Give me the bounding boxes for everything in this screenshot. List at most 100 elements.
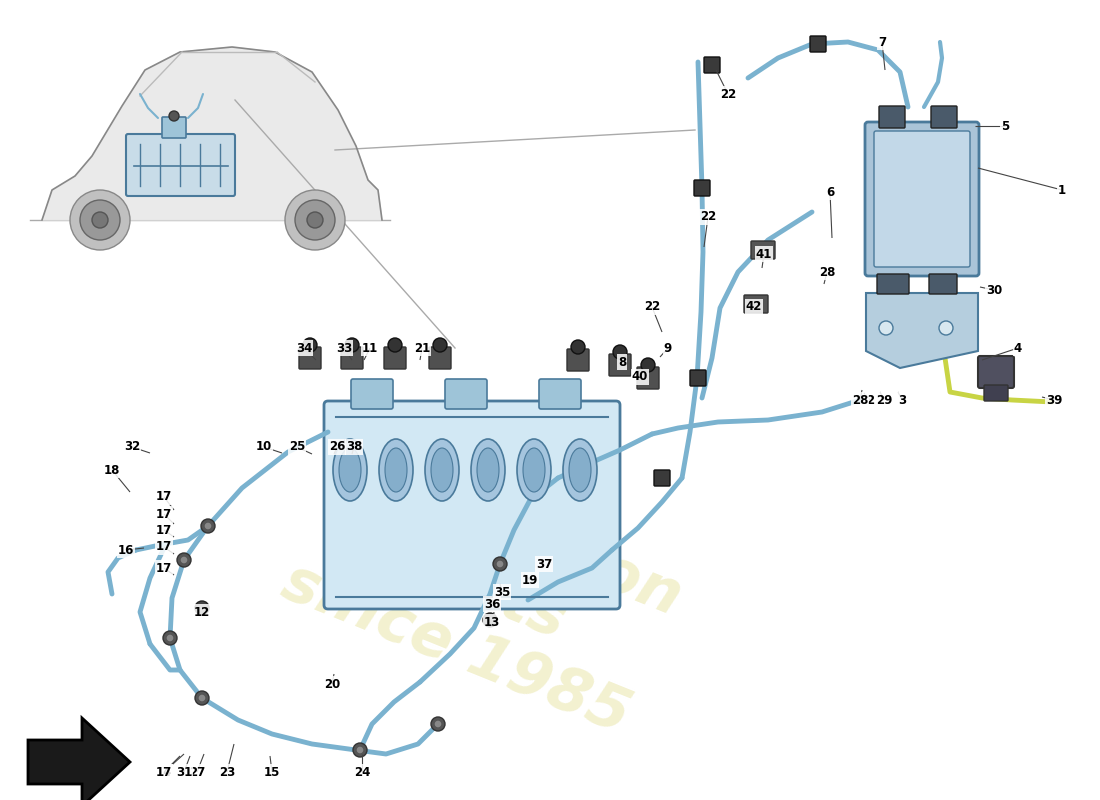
FancyBboxPatch shape xyxy=(984,385,1008,401)
Circle shape xyxy=(345,338,359,352)
FancyBboxPatch shape xyxy=(930,274,957,294)
Circle shape xyxy=(195,691,209,705)
Circle shape xyxy=(356,746,364,754)
Circle shape xyxy=(295,200,336,240)
Text: 16: 16 xyxy=(118,543,134,557)
Text: 8: 8 xyxy=(618,355,626,369)
Ellipse shape xyxy=(333,439,367,501)
FancyBboxPatch shape xyxy=(694,180,710,196)
Text: 28: 28 xyxy=(818,266,835,278)
Ellipse shape xyxy=(569,448,591,492)
Text: 29: 29 xyxy=(876,394,892,406)
Circle shape xyxy=(571,340,585,354)
Circle shape xyxy=(307,212,323,228)
Circle shape xyxy=(434,720,442,728)
Text: 30: 30 xyxy=(986,283,1002,297)
Text: 25: 25 xyxy=(289,441,305,454)
Circle shape xyxy=(80,200,120,240)
Text: 12: 12 xyxy=(194,606,210,618)
Text: 17: 17 xyxy=(156,490,172,503)
Circle shape xyxy=(177,553,191,567)
FancyBboxPatch shape xyxy=(865,122,979,276)
Text: 24: 24 xyxy=(354,766,371,778)
Text: eurpassion
parts
since 1985: eurpassion parts since 1985 xyxy=(270,433,691,747)
Text: 38: 38 xyxy=(345,441,362,454)
Text: 11: 11 xyxy=(362,342,378,354)
Polygon shape xyxy=(28,718,130,800)
Circle shape xyxy=(166,634,174,642)
Text: 33: 33 xyxy=(336,342,352,354)
Ellipse shape xyxy=(385,448,407,492)
Text: 41: 41 xyxy=(756,247,772,261)
Text: 22: 22 xyxy=(700,210,716,223)
Circle shape xyxy=(195,601,209,615)
Ellipse shape xyxy=(517,439,551,501)
Text: 1: 1 xyxy=(1058,183,1066,197)
Circle shape xyxy=(483,613,497,627)
Text: 13: 13 xyxy=(484,615,500,629)
FancyBboxPatch shape xyxy=(751,241,776,259)
Circle shape xyxy=(163,631,177,645)
Text: 2: 2 xyxy=(866,394,874,406)
Text: 32: 32 xyxy=(124,441,140,454)
Circle shape xyxy=(180,556,188,564)
Text: 27: 27 xyxy=(189,766,205,778)
Circle shape xyxy=(433,338,447,352)
Text: 22: 22 xyxy=(719,87,736,101)
Text: 18: 18 xyxy=(103,463,120,477)
Text: 17: 17 xyxy=(156,507,172,521)
FancyBboxPatch shape xyxy=(324,401,620,609)
Circle shape xyxy=(92,212,108,228)
Text: 4: 4 xyxy=(1014,342,1022,354)
Text: 21: 21 xyxy=(414,342,430,354)
FancyBboxPatch shape xyxy=(810,36,826,52)
Ellipse shape xyxy=(425,439,459,501)
Ellipse shape xyxy=(339,448,361,492)
Circle shape xyxy=(496,560,504,568)
FancyBboxPatch shape xyxy=(429,347,451,369)
FancyBboxPatch shape xyxy=(654,470,670,486)
Text: 19: 19 xyxy=(521,574,538,586)
Text: 36: 36 xyxy=(484,598,500,610)
FancyBboxPatch shape xyxy=(384,347,406,369)
Circle shape xyxy=(879,321,893,335)
FancyBboxPatch shape xyxy=(744,295,768,313)
FancyBboxPatch shape xyxy=(299,347,321,369)
Polygon shape xyxy=(42,47,382,220)
Ellipse shape xyxy=(563,439,597,501)
Ellipse shape xyxy=(477,448,499,492)
FancyBboxPatch shape xyxy=(566,349,588,371)
Ellipse shape xyxy=(471,439,505,501)
Circle shape xyxy=(302,338,317,352)
Text: 42: 42 xyxy=(746,301,762,314)
Text: 20: 20 xyxy=(323,678,340,690)
Circle shape xyxy=(641,358,654,372)
Text: 14: 14 xyxy=(156,766,173,778)
FancyBboxPatch shape xyxy=(879,106,905,128)
Circle shape xyxy=(169,111,179,121)
Text: 26: 26 xyxy=(329,441,345,454)
FancyBboxPatch shape xyxy=(341,347,363,369)
Circle shape xyxy=(285,190,345,250)
FancyBboxPatch shape xyxy=(704,57,720,73)
Text: 17: 17 xyxy=(156,766,172,778)
Polygon shape xyxy=(866,293,978,368)
Text: 37: 37 xyxy=(536,558,552,570)
Text: 23: 23 xyxy=(219,766,235,778)
FancyBboxPatch shape xyxy=(978,356,1014,388)
Ellipse shape xyxy=(431,448,453,492)
FancyBboxPatch shape xyxy=(690,370,706,386)
FancyBboxPatch shape xyxy=(874,131,970,267)
Text: 17: 17 xyxy=(156,541,172,554)
Circle shape xyxy=(204,522,212,530)
Text: 28: 28 xyxy=(851,394,868,406)
Ellipse shape xyxy=(522,448,544,492)
Text: 22: 22 xyxy=(644,301,660,314)
Text: 9: 9 xyxy=(664,342,672,354)
Text: 10: 10 xyxy=(256,441,272,454)
Text: 17: 17 xyxy=(156,523,172,537)
Text: 40: 40 xyxy=(631,370,648,383)
Text: 15: 15 xyxy=(264,766,280,778)
Text: 31: 31 xyxy=(176,766,192,778)
Circle shape xyxy=(388,338,401,352)
